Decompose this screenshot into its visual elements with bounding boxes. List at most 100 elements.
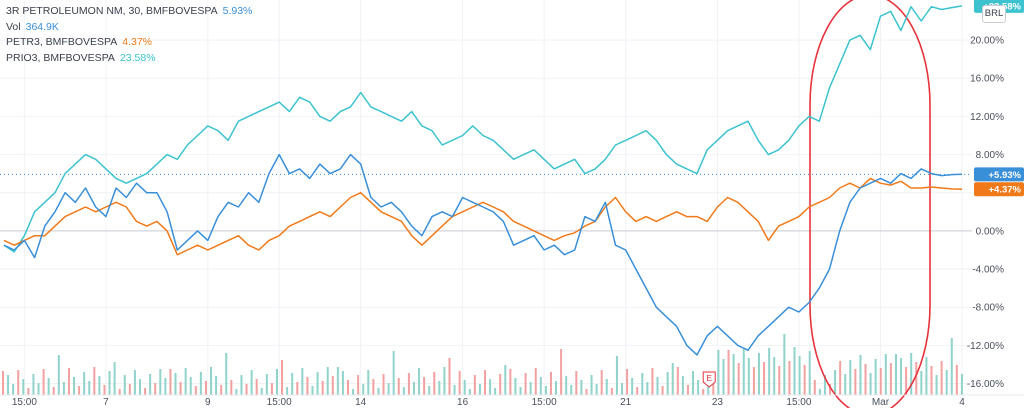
volume-bar [829, 384, 832, 395]
volume-bar [149, 374, 152, 395]
volume-bar [42, 369, 45, 395]
volume-bar [778, 366, 781, 395]
volume-bar [98, 376, 101, 395]
volume-bar [702, 389, 705, 395]
volume-bar [560, 349, 563, 395]
volume-bar [651, 368, 654, 395]
volume-bar [900, 358, 903, 395]
legend-main-row[interactable]: 3R PETROLEUMON NM, 30, BMFBOVESPA 5.93% [6, 4, 252, 20]
volume-bar [894, 354, 897, 395]
volume-bar [57, 355, 60, 395]
x-tick-label: Mar [872, 397, 890, 408]
chart-legend: 3R PETROLEUMON NM, 30, BMFBOVESPA 5.93% V… [6, 4, 252, 66]
volume-bar [534, 368, 537, 395]
volume-bar [494, 388, 497, 395]
volume-bar [473, 375, 476, 395]
volume-bar [595, 384, 598, 395]
volume-bar [763, 362, 766, 395]
y-tick-label: 16.00% [970, 74, 1004, 85]
x-tick-label: 4 [959, 397, 965, 408]
x-tick-label: 9 [205, 397, 211, 408]
volume-bar [859, 355, 862, 395]
volume-bar [438, 381, 441, 395]
currency-button[interactable]: BRL [982, 5, 1006, 23]
volume-bar [296, 382, 299, 395]
volume-bar [443, 367, 446, 395]
volume-bar [519, 387, 522, 395]
volume-bar [286, 387, 289, 395]
volume-bar [681, 376, 684, 395]
volume-bar [585, 389, 588, 395]
earnings-marker-icon [702, 371, 716, 388]
volume-bar [37, 383, 40, 395]
volume-bar [879, 368, 882, 395]
legend-petr-row[interactable]: PETR3, BMFBOVESPA 4.37% [6, 35, 252, 51]
x-tick-label: 16 [457, 397, 469, 408]
volume-bar [803, 365, 806, 395]
legend-petr-symbol: PETR3, BMFBOVESPA [6, 36, 118, 48]
volume-bar [275, 369, 278, 395]
volume-bar [671, 363, 674, 395]
volume-bar [798, 356, 801, 395]
volume-bar [773, 357, 776, 395]
volume-bar [854, 369, 857, 395]
volume-bar [382, 374, 385, 395]
volume-bar [93, 367, 96, 395]
volume-bar [377, 388, 380, 395]
volume-bar [549, 372, 552, 395]
x-tick-label: 7 [103, 397, 109, 408]
highlight-oval [809, 0, 931, 413]
legend-prio-change: 23.58% [119, 51, 156, 64]
volume-bar [732, 354, 735, 395]
volume-bar [88, 381, 91, 395]
volume-bar [499, 374, 502, 395]
volume-bar [103, 385, 106, 395]
volume-bar [808, 351, 811, 395]
volume-bar [555, 381, 558, 395]
last-value-tag-label: +5.93% [989, 170, 1022, 181]
volume-bar [164, 378, 167, 395]
volume-bar [686, 385, 689, 395]
volume-bar [509, 369, 512, 395]
volume-bar [539, 377, 542, 395]
y-tick-label: -4.00% [972, 265, 1004, 276]
volume-bar [727, 350, 730, 395]
volume-bar [869, 373, 872, 395]
last-value-tag [974, 182, 1024, 197]
volume-bar [62, 382, 65, 395]
legend-vol-value: 364.9K [25, 20, 59, 33]
volume-bar [22, 379, 25, 395]
volume-bar [225, 353, 228, 395]
volume-bar [570, 385, 573, 395]
volume-bar [504, 365, 507, 395]
volume-bar [123, 375, 126, 395]
volume-bar [230, 380, 233, 395]
volume-bar [199, 372, 202, 395]
volume-bar [468, 389, 471, 395]
volume-bar [418, 368, 421, 395]
volume-bar [752, 367, 755, 395]
volume-bar [524, 373, 527, 395]
y-tick-label: -12.00% [967, 341, 1004, 352]
volume-bar [641, 373, 644, 395]
volume-bar [73, 377, 76, 395]
legend-prio-row[interactable]: PRIO3, BMFBOVESPA 23.58% [6, 51, 252, 67]
volume-bar [712, 384, 715, 395]
volume-bar [433, 372, 436, 395]
x-tick-label: 15:00 [532, 397, 557, 408]
volume-bar [301, 368, 304, 395]
series-line-rrrp [3, 153, 963, 356]
volume-bar [834, 370, 837, 395]
legend-volume-row[interactable]: Vol 364.9K [6, 20, 252, 36]
volume-bar [174, 373, 177, 395]
volume-bar [910, 353, 913, 395]
volume-bar [52, 387, 55, 395]
volume-bar [940, 361, 943, 395]
volume-bar [656, 377, 659, 395]
volume-bar [620, 383, 623, 395]
volume-bar [631, 378, 634, 395]
volume-bar [575, 371, 578, 395]
last-value-tag-label: +4.37% [989, 185, 1022, 196]
volume-bar [768, 348, 771, 395]
